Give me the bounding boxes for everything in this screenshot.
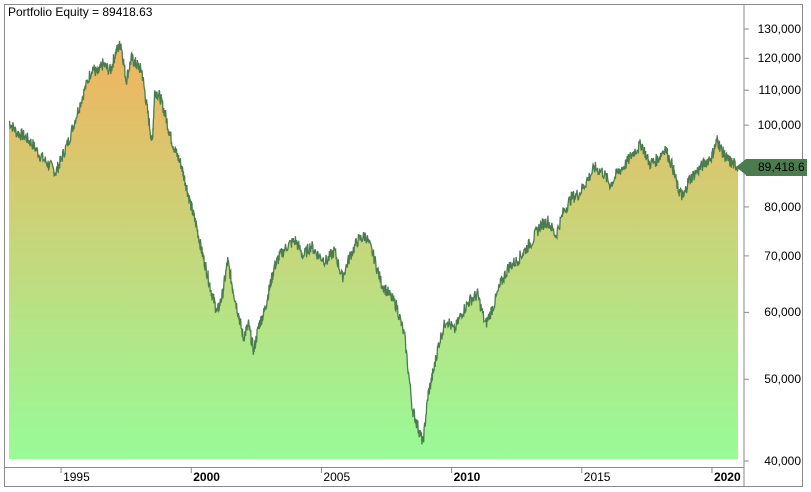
y-tick-label: 40,000 bbox=[764, 454, 801, 468]
y-tick-label: 80,000 bbox=[764, 199, 801, 214]
x-tick-label: 2000 bbox=[193, 470, 220, 484]
equity-line bbox=[8, 40, 739, 445]
y-tick-label: 110,000 bbox=[758, 83, 802, 98]
plot-area bbox=[8, 40, 739, 460]
x-tick-label: 2010 bbox=[453, 470, 481, 484]
x-tick-label: 2005 bbox=[323, 470, 351, 484]
y-tick-label: 130,000 bbox=[757, 22, 801, 36]
y-tick-label: 70,000 bbox=[764, 248, 801, 263]
y-tick-label: 100,000 bbox=[757, 118, 801, 133]
x-tick-label: 2015 bbox=[583, 470, 611, 484]
chart-title: Portfolio Equity = 89418.63 bbox=[8, 5, 153, 19]
y-tick-label: 120,000 bbox=[757, 51, 801, 66]
chart-frame bbox=[4, 4, 803, 487]
x-tick-label: 2020 bbox=[713, 470, 741, 484]
y-tick-label: 60,000 bbox=[764, 305, 801, 320]
last-value-tag: 89,418.6 bbox=[746, 159, 807, 176]
y-axis-tick-marks bbox=[744, 28, 749, 462]
x-tick-label: 1995 bbox=[63, 470, 90, 484]
x-axis-tick-marks bbox=[60, 468, 713, 473]
y-tick-label: 50,000 bbox=[764, 372, 801, 387]
